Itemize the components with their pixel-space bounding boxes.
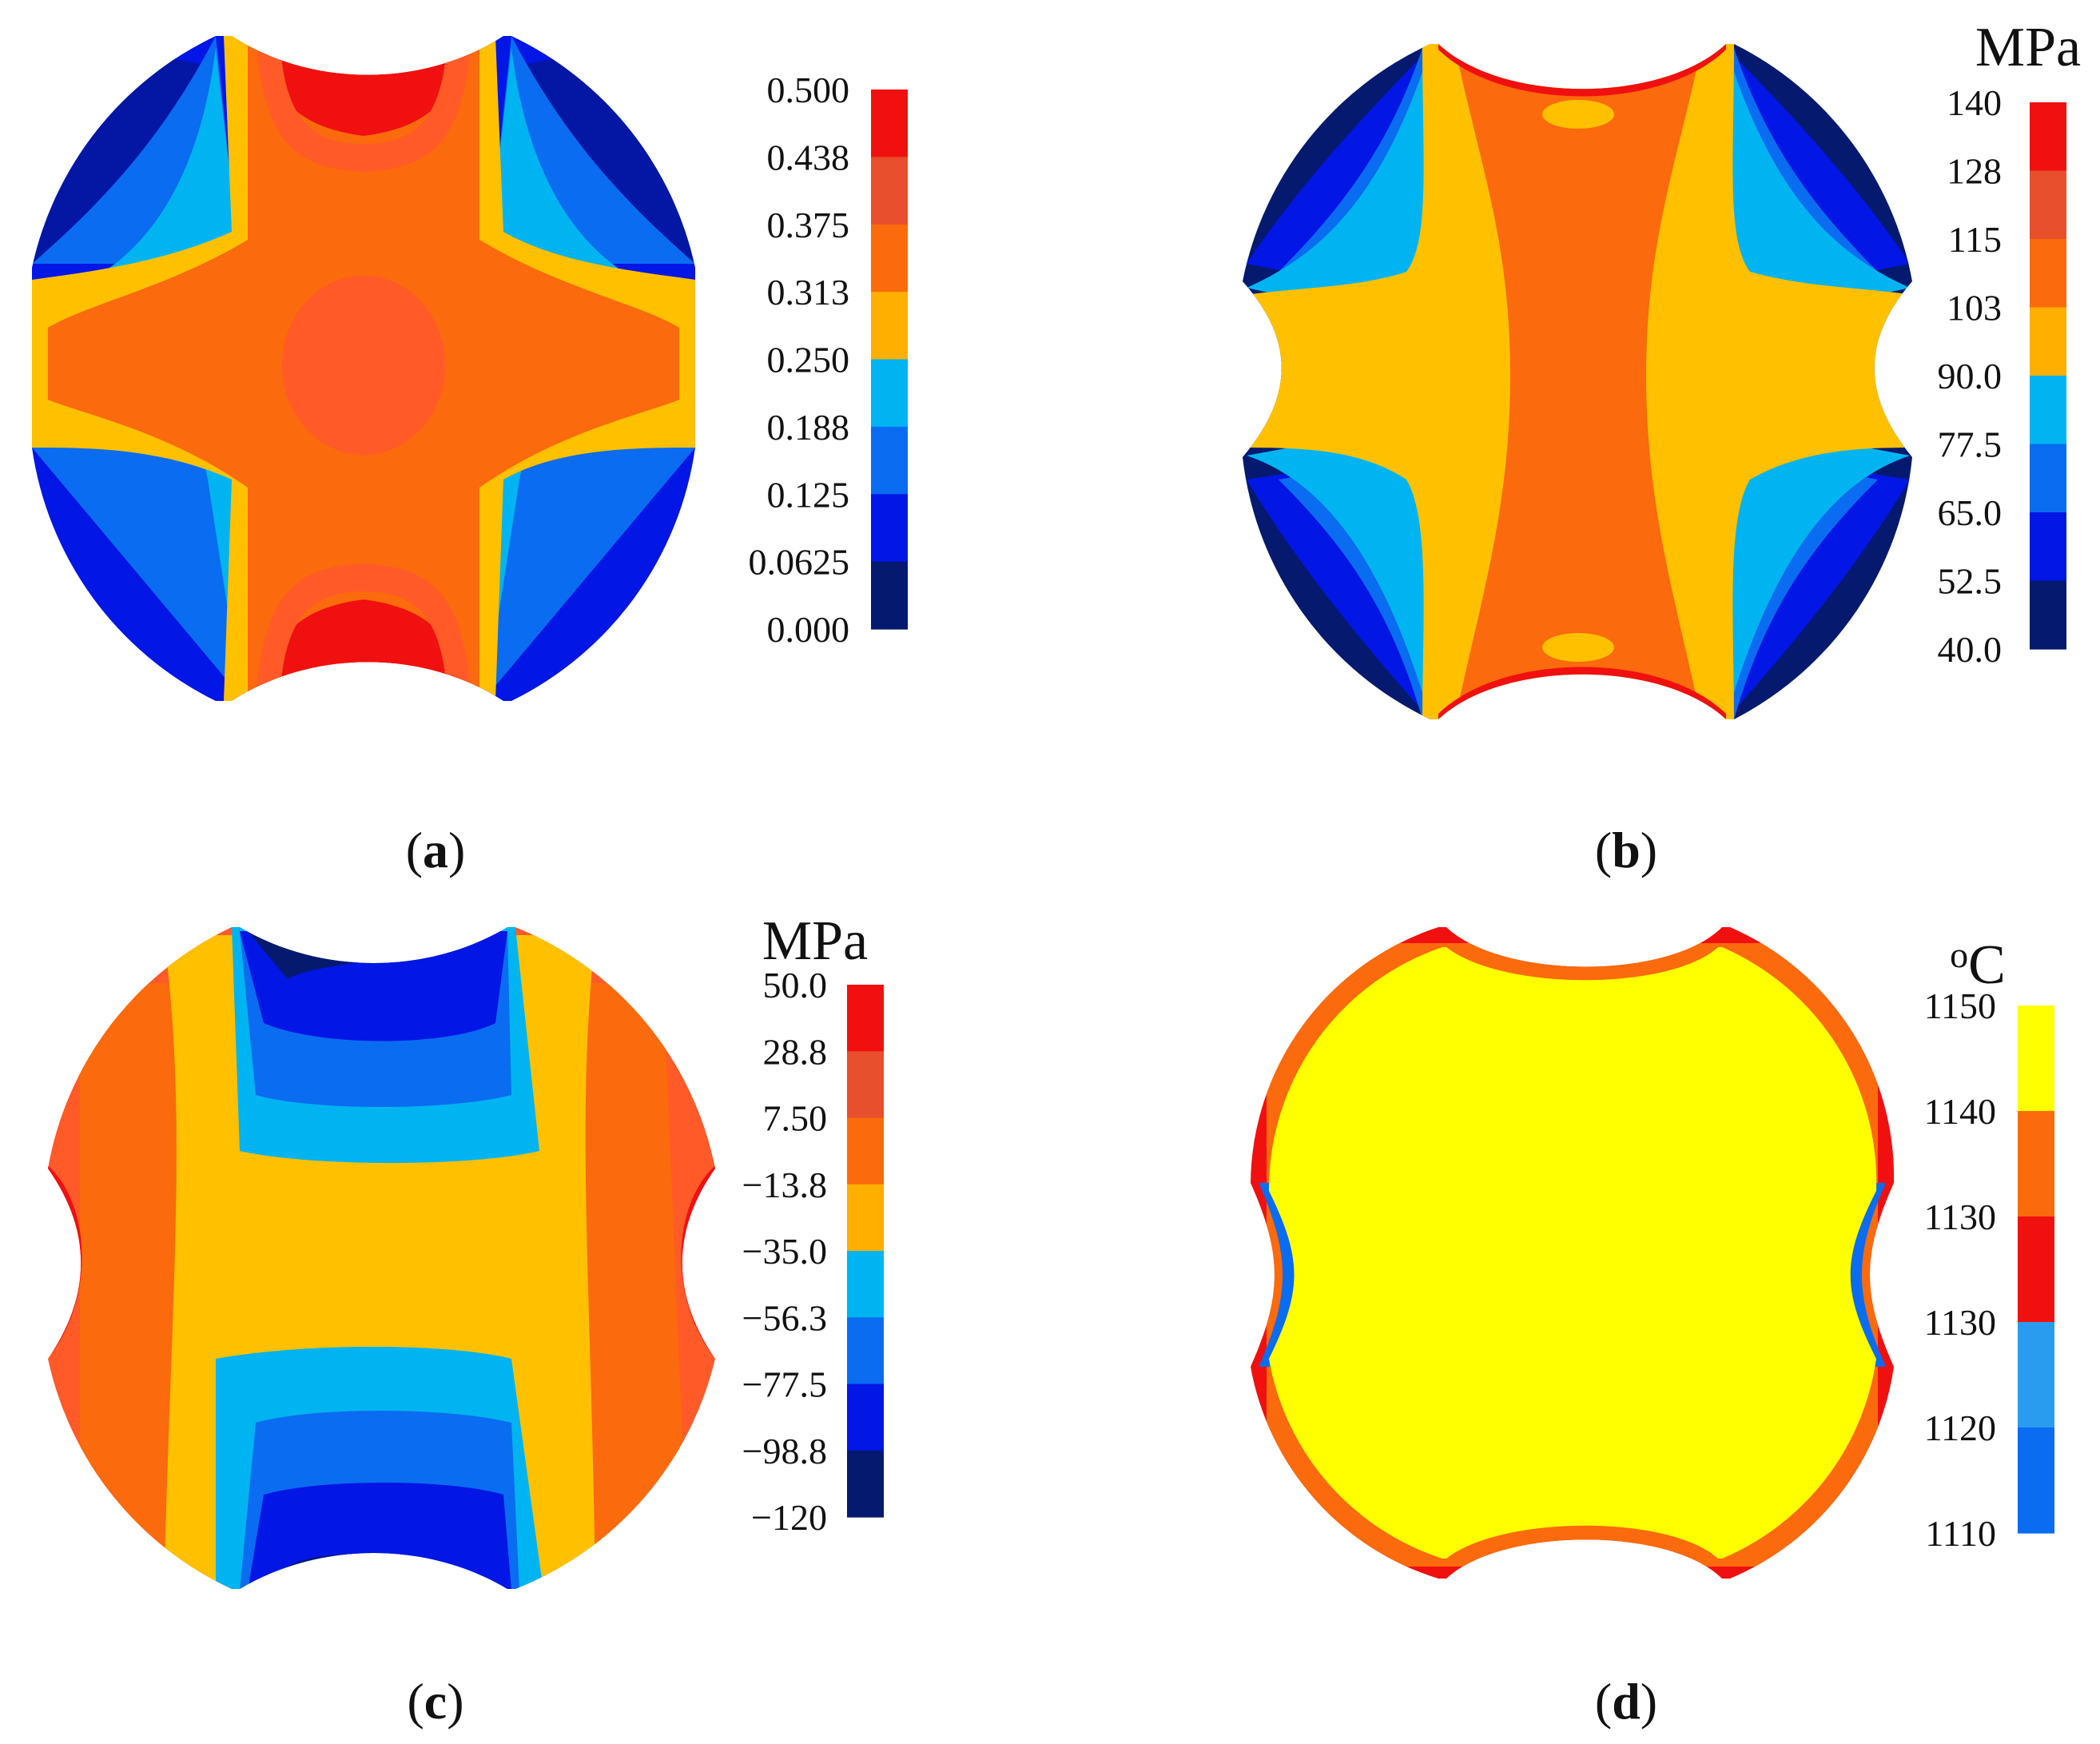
legend-a: 0.500 0.438 0.375 0.313 0.250 0.188 0.125 0.062… — [749, 70, 908, 650]
legend-c-tick-label: −56.3 — [742, 1297, 827, 1338]
legend-a-swatch — [871, 426, 908, 495]
legend-a-tick-label: 0.375 — [767, 205, 850, 245]
legend-c-swatch — [847, 1317, 884, 1385]
legend-a-tick-label: 0.313 — [767, 272, 850, 313]
legend-d-swatch — [2018, 1111, 2054, 1217]
legend-d-swatch — [2018, 1005, 2054, 1112]
legend-d-tick-label: 1130 — [1924, 1197, 1996, 1237]
contour-panel-b — [1243, 44, 1912, 719]
legend-d-tick-label: 1130 — [1924, 1302, 1996, 1343]
legend-c-tick-label: −120 — [751, 1497, 827, 1538]
legend-c-swatch — [847, 1384, 884, 1451]
legend-c-tick-label: 50.0 — [763, 965, 828, 1005]
legend-a-tick-label: 0.500 — [767, 70, 850, 110]
legend-b-swatch — [2030, 512, 2066, 582]
legend-b-swatch — [2030, 580, 2066, 650]
legend-a-tick-label: 0.188 — [767, 407, 850, 448]
legend-a-tick-label: 0.438 — [767, 137, 850, 177]
legend-a-swatch — [871, 292, 908, 360]
legend-b-swatch — [2030, 170, 2066, 240]
legend-a-swatch — [871, 359, 908, 428]
legend-b-swatch — [2030, 376, 2066, 445]
legend-c-swatch — [847, 1184, 884, 1252]
legend-b-tick-label: 65.0 — [1938, 492, 2003, 533]
legend-c-tick-label: −77.5 — [742, 1364, 827, 1405]
legend-c: 50.0 28.8 7.50 −13.8 −35.0 −56.3 −77.5 −98.8 −12… — [742, 965, 884, 1538]
legend-a-swatch — [871, 90, 908, 157]
legend-b-tick-label: 140 — [1947, 82, 2002, 123]
legend-d-swatch — [2018, 1322, 2054, 1428]
legend-b-tick-label: 103 — [1947, 288, 2002, 328]
legend-d-tick-label: 1140 — [1924, 1091, 1996, 1132]
legend-d-tick-label: 1150 — [1924, 985, 1996, 1026]
legend-d-swatch — [2018, 1216, 2054, 1323]
legend-b: 140 128 115 103 90.0 77.5 65.0 52.5 40.0 — [1938, 82, 2066, 670]
legend-c-swatch — [847, 985, 884, 1052]
legend-d-swatch — [2018, 1427, 2054, 1534]
legend-a-tick-label: 0.0625 — [749, 542, 850, 583]
legend-d-tick-label: 1120 — [1924, 1408, 1996, 1448]
unit-degree-mark: o — [1950, 934, 1968, 975]
caption-b: (b) — [1595, 822, 1657, 878]
unit-label-b: MPa — [1975, 17, 2081, 78]
legend-b-swatch — [2030, 102, 2066, 172]
legend-b-tick-label: 40.0 — [1938, 629, 2003, 670]
legend-c-tick-label: 28.8 — [763, 1031, 828, 1072]
legend-b-swatch — [2030, 444, 2066, 513]
unit-label-c: MPa — [762, 910, 868, 972]
legend-b-tick-label: 115 — [1948, 219, 2002, 260]
caption-d: (d) — [1595, 1673, 1657, 1730]
legend-a-tick-label: 0.125 — [767, 474, 850, 515]
caption-a: (a) — [406, 822, 466, 878]
legend-c-swatch — [847, 1450, 884, 1518]
legend-c-tick-label: −35.0 — [742, 1231, 827, 1272]
legend-d: 1150 1140 1130 1130 1120 1110 — [1924, 985, 2054, 1554]
legend-c-swatch — [847, 1251, 884, 1318]
legend-d-tick-label: 1110 — [1925, 1513, 1996, 1554]
legend-b-tick-label: 77.5 — [1938, 424, 2003, 465]
legend-a-tick-label: 0.250 — [767, 340, 850, 380]
legend-a-swatch — [871, 494, 908, 563]
legend-a-swatch — [871, 157, 908, 225]
legend-a-swatch — [871, 224, 908, 293]
legend-c-swatch — [847, 1051, 884, 1119]
contour-panel-a — [32, 36, 695, 701]
legend-c-swatch — [847, 1117, 884, 1185]
caption-c: (c) — [407, 1673, 463, 1730]
legend-a-swatch — [871, 561, 908, 630]
legend-b-tick-label: 52.5 — [1938, 561, 2003, 602]
legend-b-tick-label: 90.0 — [1938, 356, 2003, 396]
legend-b-swatch — [2030, 239, 2066, 309]
legend-c-tick-label: 7.50 — [763, 1098, 828, 1139]
legend-b-tick-label: 128 — [1947, 151, 2002, 192]
legend-c-tick-label: −13.8 — [742, 1165, 827, 1205]
contour-panel-c — [48, 927, 715, 1589]
unit-label-d: oC — [1950, 934, 2006, 996]
legend-b-swatch — [2030, 307, 2066, 376]
legend-c-tick-label: −98.8 — [742, 1431, 827, 1471]
legend-a-tick-label: 0.000 — [767, 609, 850, 650]
contour-panel-d — [1251, 927, 1895, 1579]
